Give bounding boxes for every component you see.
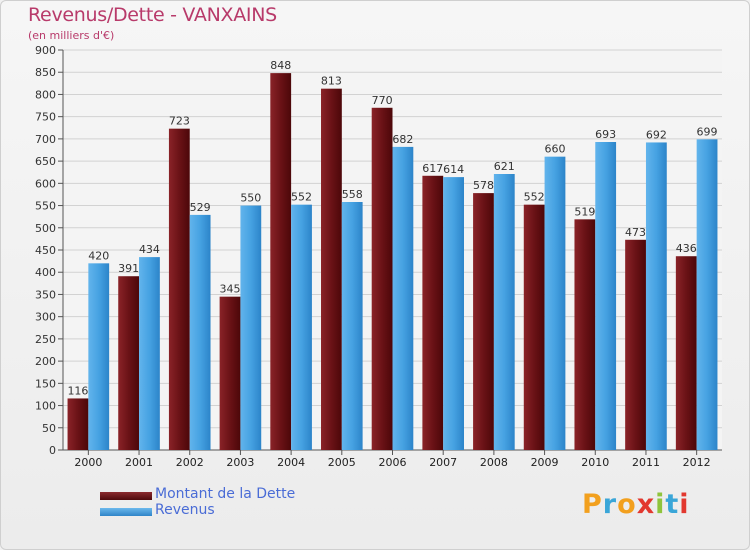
y-tick-label: 900 — [35, 44, 56, 57]
y-tick-label: 200 — [35, 355, 56, 368]
bar-revenus — [341, 202, 363, 450]
data-label-revenus: 660 — [544, 143, 565, 156]
bar-dette — [422, 175, 444, 450]
legend-swatch-dette — [100, 492, 152, 500]
x-tick-label: 2010 — [581, 456, 609, 469]
logo-letter: r — [602, 489, 618, 520]
y-tick-label: 50 — [42, 422, 56, 435]
bar-dette — [321, 88, 342, 451]
x-tick-label: 2008 — [480, 456, 508, 469]
x-tick-label: 2000 — [74, 456, 102, 469]
logo-letter: x — [636, 489, 656, 520]
logo-letter: P — [582, 489, 603, 520]
data-label-revenus: 529 — [190, 201, 211, 214]
data-label-revenus: 693 — [595, 128, 616, 141]
data-label-dette: 552 — [524, 191, 545, 204]
bar-revenus — [443, 177, 464, 450]
x-tick-label: 2001 — [125, 456, 153, 469]
chart-subtitle: (en milliers d'€) — [28, 29, 115, 42]
x-tick-label: 2006 — [379, 456, 407, 469]
y-tick-label: 150 — [35, 377, 56, 390]
chart-title: Revenus/Dette - VANXAINS — [28, 4, 277, 26]
y-tick-label: 600 — [35, 177, 56, 190]
legend-swatch-revenus — [100, 508, 152, 516]
logo-letter: i — [655, 489, 666, 520]
x-tick-label: 2003 — [226, 456, 254, 469]
bar-revenus — [240, 205, 262, 450]
data-label-dette: 116 — [67, 384, 88, 397]
x-tick-label: 2007 — [429, 456, 457, 469]
bar-revenus — [645, 142, 667, 450]
data-label-revenus: 420 — [88, 249, 109, 262]
bar-dette — [67, 398, 89, 450]
bar-dette — [168, 128, 190, 450]
x-tick-label: 2004 — [277, 456, 305, 469]
y-tick-label: 400 — [35, 266, 56, 279]
data-label-dette: 345 — [220, 283, 241, 296]
bar-dette — [270, 73, 292, 450]
bar-dette — [473, 193, 494, 450]
data-label-revenus: 434 — [139, 243, 160, 256]
data-label-dette: 473 — [625, 226, 646, 239]
y-tick-label: 850 — [35, 66, 56, 79]
legend-label-revenus: Revenus — [155, 502, 215, 518]
y-tick-label: 550 — [35, 200, 56, 213]
data-label-dette: 391 — [118, 262, 139, 275]
logo-letter: t — [665, 489, 680, 520]
bar-dette — [625, 239, 646, 450]
legend-label-dette: Montant de la Dette — [155, 486, 296, 502]
bar-dette — [574, 219, 596, 450]
bar-dette — [371, 107, 393, 451]
logo-letter: o — [617, 489, 637, 520]
data-label-dette: 617 — [422, 162, 443, 175]
data-label-dette: 813 — [321, 75, 342, 88]
x-tick-label: 2002 — [176, 456, 204, 469]
data-label-dette: 578 — [473, 179, 494, 192]
data-label-revenus: 552 — [291, 191, 312, 204]
y-tick-label: 0 — [49, 444, 56, 457]
x-tick-label: 2009 — [531, 456, 559, 469]
data-label-revenus: 699 — [697, 125, 718, 138]
bar-revenus — [493, 174, 515, 450]
bar-revenus — [139, 257, 160, 450]
y-tick-label: 500 — [35, 222, 56, 235]
bar-revenus — [392, 146, 414, 450]
data-label-revenus: 614 — [443, 163, 464, 176]
x-tick-label: 2011 — [632, 456, 660, 469]
y-tick-label: 300 — [35, 311, 56, 324]
data-label-dette: 848 — [270, 59, 291, 72]
proxiti-logo: Proxiti — [582, 489, 690, 520]
data-label-revenus: 550 — [240, 192, 261, 205]
y-tick-label: 100 — [35, 400, 56, 413]
data-label-dette: 436 — [676, 242, 697, 255]
data-label-revenus: 621 — [494, 160, 515, 173]
y-tick-label: 750 — [35, 111, 56, 124]
bar-revenus — [189, 214, 211, 450]
bar-revenus — [544, 156, 566, 450]
bar-revenus — [595, 142, 617, 450]
y-tick-label: 450 — [35, 244, 56, 257]
y-tick-label: 350 — [35, 288, 56, 301]
bar-dette — [675, 256, 697, 450]
data-label-revenus: 692 — [646, 128, 667, 141]
x-tick-label: 2005 — [328, 456, 356, 469]
data-label-revenus: 558 — [342, 188, 363, 201]
y-tick-label: 650 — [35, 155, 56, 168]
x-tick-label: 2012 — [683, 456, 711, 469]
data-label-revenus: 682 — [392, 133, 413, 146]
y-tick-label: 800 — [35, 88, 56, 101]
bar-dette — [219, 296, 241, 450]
data-label-dette: 723 — [169, 115, 190, 128]
y-tick-label: 250 — [35, 333, 56, 346]
bar-revenus — [88, 263, 110, 450]
data-label-dette: 519 — [574, 205, 595, 218]
bar-dette — [523, 204, 545, 450]
bar-dette — [118, 276, 140, 450]
bar-revenus — [696, 139, 718, 451]
bar-revenus — [291, 204, 312, 450]
y-tick-label: 700 — [35, 133, 56, 146]
data-label-dette: 770 — [372, 94, 393, 107]
logo-letter: i — [679, 489, 690, 520]
